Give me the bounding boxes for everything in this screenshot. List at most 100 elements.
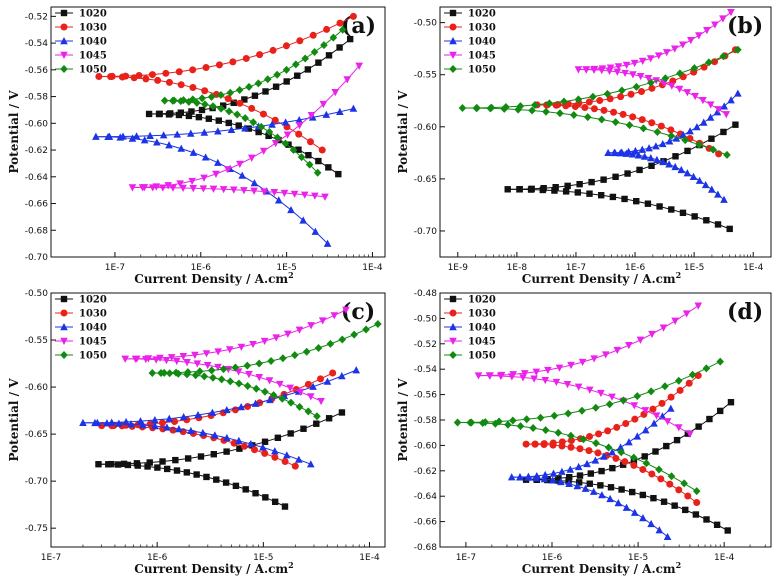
data-point-1020 [146,459,153,466]
y-tick-label: -0.50 [414,19,438,29]
data-point-1030 [165,78,173,86]
series-line-1020-anodic [507,124,736,190]
legend-marker [449,23,457,31]
data-point-1040 [208,408,217,416]
data-point-1050 [225,107,233,116]
data-point-1030 [694,372,702,380]
data-point-1040 [507,473,516,481]
legend-label: 1050 [468,351,496,362]
data-point-1030 [638,116,646,124]
data-point-1050 [231,363,240,372]
data-point-1040 [227,125,236,134]
panel-c: 1E-7 1E-6 1E-5 1E-4 -0.75 -0.70 -0.65 -0.60 -0.5… [7,289,386,576]
data-point-1020 [285,141,292,148]
data-point-1050 [629,453,638,462]
data-point-1020 [597,191,605,199]
data-point-1045 [670,45,679,53]
data-point-1020 [539,186,546,194]
data-point-1020 [295,146,302,153]
series-line-1045-anodic [478,305,699,377]
data-point-1020 [114,461,122,468]
legend: 1020 1030 1040 1045 1050 [444,9,496,76]
data-point-1050 [217,104,225,113]
data-point-1045 [280,189,289,198]
data-point-1030 [657,122,665,130]
x-tick-label: 1E-6 [625,263,646,273]
data-point-1020 [195,113,203,121]
data-point-1040 [268,120,276,128]
data-point-1040 [677,165,686,174]
legend-marker [60,351,68,359]
data-point-1045 [300,191,309,199]
data-point-1020 [586,190,593,197]
data-point-1045 [597,67,606,75]
data-point-1050 [655,465,663,474]
x-tick-label: 1E-5 [276,263,296,273]
data-point-1050 [301,54,310,63]
data-point-1040 [177,144,186,152]
data-point-1020 [668,206,675,213]
data-point-1020 [554,477,562,484]
data-point-1020 [154,464,161,471]
data-point-1045 [229,186,238,194]
data-point-1020 [175,111,183,119]
data-point-1030 [269,46,277,54]
plot-frame [439,6,772,258]
data-point-1030 [629,113,637,121]
data-point-1030 [259,110,267,118]
data-point-1030 [586,433,594,441]
data-point-1045 [678,41,687,49]
data-point-1040 [565,479,573,487]
data-point-1020 [684,147,691,155]
data-point-1045 [199,185,208,193]
data-point-1040 [295,455,303,463]
data-point-1050 [198,94,206,103]
data-point-1030 [256,51,264,59]
data-point-1050 [305,160,314,169]
y-tick-label: -0.70 [414,227,438,237]
data-point-1045 [234,368,243,376]
data-point-1050 [168,96,177,105]
data-point-1040 [647,519,655,528]
data-point-1020 [720,128,727,136]
data-point-1050 [302,347,311,356]
data-point-1030 [349,12,357,20]
data-point-1050 [201,100,209,109]
panel-b: 1E-9 1E-8 1E-7 1E-6 1E-5 1E-4 -0.70 -0.65 -0.60 -… [396,6,772,286]
data-point-1030 [230,439,238,447]
legend-marker [449,323,457,331]
data-point-1045 [200,174,208,182]
data-point-1030 [291,462,299,470]
data-point-1020 [691,213,698,220]
data-point-1030 [684,492,692,500]
data-point-1040 [701,180,710,189]
data-point-1020 [198,106,206,114]
data-point-1020 [703,217,710,224]
data-point-1030 [148,71,156,79]
data-point-1040 [151,416,159,424]
x-tick-label: 1E-5 [684,263,704,273]
data-point-1030 [540,441,548,449]
data-point-1045 [621,69,629,78]
x-tick-label: 1E-6 [191,263,212,273]
data-point-1020 [274,434,282,441]
data-point-1045 [307,322,315,330]
data-point-1050 [692,487,701,496]
data-point-1030 [581,104,589,112]
legend-marker [449,337,457,345]
data-point-1020 [193,471,200,478]
data-point-1040 [127,420,135,428]
data-point-1040 [140,136,149,144]
data-point-1030 [606,95,614,103]
data-point-1040 [237,402,245,411]
data-point-1050 [617,448,626,457]
data-point-1050 [719,52,728,61]
y-tick-label: -0.55 [414,71,437,81]
data-point-1045 [646,55,655,63]
data-point-1030 [215,61,223,69]
data-point-1020 [262,494,269,501]
data-point-1050 [633,392,642,401]
y-tick-label: -0.68 [414,543,438,553]
data-point-1040 [665,137,674,145]
data-point-1040 [165,141,173,149]
